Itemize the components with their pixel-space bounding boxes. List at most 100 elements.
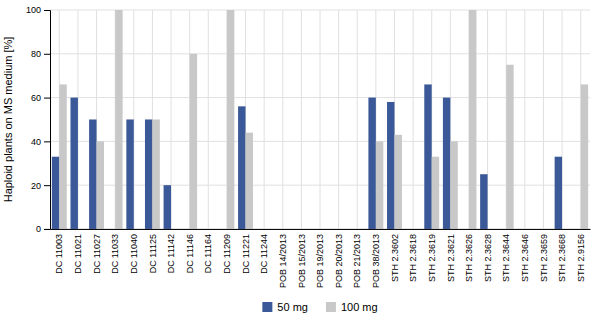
bar	[70, 98, 77, 229]
bar-series	[52, 84, 562, 229]
tick: 20	[31, 181, 50, 191]
tick-mark	[44, 54, 50, 55]
bar	[294, 228, 301, 229]
tick: DC 11164	[203, 229, 213, 273]
bar	[238, 106, 245, 229]
tick: DC 11142	[166, 229, 176, 273]
tick-label: POB 15/2013	[297, 234, 307, 288]
tick: POB 20/2013	[334, 229, 344, 288]
tick-label: STH 2.3644	[501, 234, 511, 282]
tick-label: DC 11003	[54, 234, 64, 274]
tick-label: STH 2.3626	[464, 234, 474, 282]
tick-label: 40	[31, 137, 41, 147]
tick-label: 0	[36, 224, 41, 234]
tick-label: DC 11221	[241, 234, 251, 274]
tick: STH 2.3626	[464, 229, 474, 282]
axis-line	[51, 229, 591, 230]
bar	[394, 135, 401, 229]
tick-label: 80	[31, 49, 41, 59]
tick: STH 2.9156	[576, 229, 586, 282]
bar	[145, 119, 152, 228]
bar	[313, 228, 320, 229]
tick: DC 11221	[241, 229, 251, 274]
tick-label: DC 11244	[259, 234, 269, 274]
bar	[573, 228, 580, 229]
tick: STH 2.3668	[557, 229, 567, 282]
tick: 40	[31, 137, 50, 147]
tick-label: DC 11142	[166, 234, 176, 273]
tick-label: DC 11033	[110, 234, 120, 274]
grid-line-x	[413, 10, 414, 229]
bar	[89, 119, 96, 228]
tick-label: DC 11040	[129, 234, 139, 274]
tick: POB 15/2013	[297, 229, 307, 288]
tick: STH 2.3618	[408, 229, 418, 282]
y-axis-title: Haploid plants on MS medium [%]	[2, 37, 14, 203]
bar	[469, 10, 476, 229]
bar	[406, 228, 413, 229]
bar	[543, 228, 550, 229]
bar	[517, 228, 524, 229]
grid	[50, 10, 590, 229]
tick: 100	[26, 5, 50, 15]
tick-label: STH 2.3646	[520, 234, 530, 282]
tick-label: POB 14/2013	[278, 234, 288, 288]
bar	[488, 228, 495, 229]
bar	[115, 10, 122, 229]
grid-line-x	[320, 10, 321, 229]
chart: 0 20 40 60 80 100 DC 11003 DC 11021 DC 11027 DC 1…	[0, 0, 600, 321]
tick: DC 11209	[222, 229, 232, 274]
tick-label: DC 11125	[148, 234, 158, 273]
tick-label: STH 2.3668	[557, 234, 567, 282]
bar	[432, 157, 439, 229]
grid-line-x	[524, 10, 525, 229]
bars	[52, 10, 588, 229]
tick: 0	[36, 224, 50, 234]
tick-label: DC 11146	[185, 234, 195, 273]
bar	[525, 228, 532, 229]
bar	[536, 228, 543, 229]
tick: POB 19/2013	[315, 229, 325, 288]
tick: DC 11040	[129, 229, 139, 274]
grid-line-x	[208, 10, 209, 229]
legend-swatch	[326, 302, 336, 312]
axis-line	[44, 11, 51, 230]
tick-label: POB 38/2013	[371, 234, 381, 288]
bar	[78, 228, 85, 229]
bar	[59, 84, 66, 229]
bar-series	[59, 10, 588, 229]
tick: STH 2.3602	[390, 229, 400, 282]
tick-label: DC 11027	[92, 234, 102, 274]
bar	[443, 98, 450, 229]
bar	[283, 228, 290, 229]
tick-mark	[44, 141, 50, 142]
bar	[301, 228, 308, 229]
grid-line-x	[357, 10, 358, 229]
tick-label: DC 11209	[222, 234, 232, 274]
tick-label: STH 2.3621	[445, 234, 455, 282]
bar	[182, 228, 189, 229]
bar	[581, 84, 588, 229]
bar	[480, 174, 487, 229]
bar	[190, 54, 197, 229]
tick-label: POB 20/2013	[334, 234, 344, 288]
tick-mark	[44, 229, 50, 230]
tick: STH 2.3619	[427, 229, 437, 282]
bar	[424, 84, 431, 229]
tick-label: STH 2.3602	[390, 234, 400, 282]
bar	[164, 185, 171, 229]
tick-label: DC 11021	[73, 234, 83, 274]
tick: POB 14/2013	[278, 229, 288, 288]
bar	[339, 228, 346, 229]
tick: DC 11033	[110, 229, 120, 274]
bar	[52, 157, 59, 229]
tick: 80	[31, 49, 50, 59]
tick: DC 11244	[259, 229, 269, 274]
tick: 60	[31, 93, 50, 103]
legend-swatch	[262, 302, 272, 312]
tick: STH 2.3628	[483, 229, 493, 282]
tick-label: 20	[31, 181, 41, 191]
bar	[201, 228, 208, 229]
tick-label: POB 19/2013	[315, 234, 325, 288]
tick: DC 11027	[92, 229, 102, 274]
